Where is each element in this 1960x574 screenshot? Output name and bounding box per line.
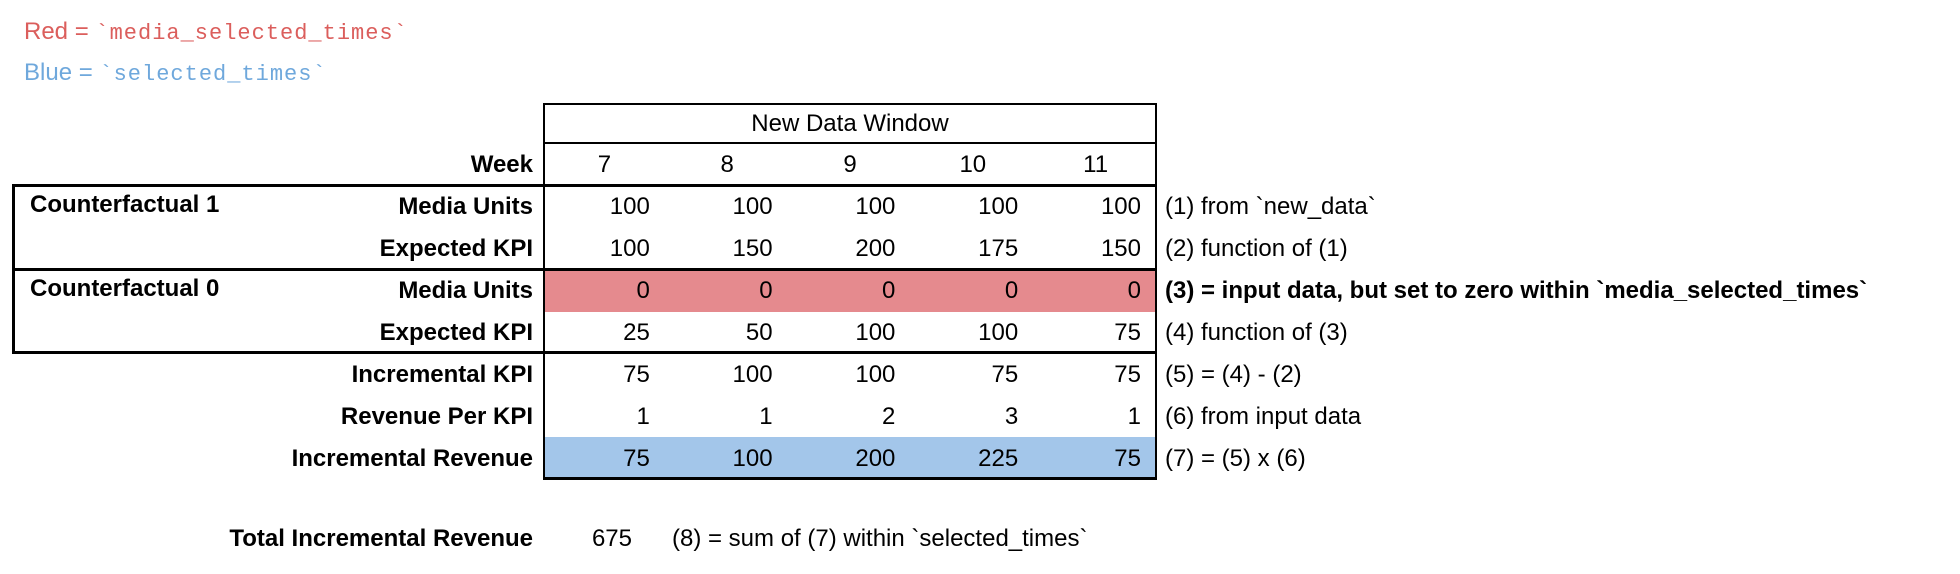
table-row-incremental-kpi: Incremental KPI 75 100 100 75 75 (5) = (… bbox=[0, 354, 1302, 396]
row-values: 1 1 2 3 1 bbox=[543, 396, 1157, 438]
table-row-revenue-per-kpi: Revenue Per KPI 1 1 2 3 1 (6) from input… bbox=[0, 396, 1361, 438]
row-values: 100 100 100 100 100 bbox=[543, 186, 1157, 228]
table-cell: 225 bbox=[978, 445, 1019, 472]
table-cell: 100 bbox=[855, 361, 896, 388]
table-row-expected-kpi-cf1: Expected KPI 100 150 200 175 150 (2) fun… bbox=[0, 228, 1348, 270]
row-values: 100 150 200 175 150 bbox=[543, 228, 1157, 270]
total-value: 675 bbox=[591, 525, 632, 552]
week-column-header: 10 bbox=[959, 151, 987, 178]
row-annotation: (4) function of (3) bbox=[1165, 319, 1348, 346]
counterfactual-boxes-left-border bbox=[12, 184, 15, 354]
legend-red-code: `media_selected_times` bbox=[95, 21, 408, 46]
table-cell: 150 bbox=[1100, 235, 1141, 262]
week-column-header: 7 bbox=[597, 151, 612, 178]
table-cell: 0 bbox=[1127, 277, 1141, 304]
table-cell: 75 bbox=[623, 445, 650, 472]
table-cell: 75 bbox=[1114, 361, 1141, 388]
table-cell: 100 bbox=[609, 193, 650, 220]
counterfactual1-box-top-border bbox=[12, 184, 1157, 187]
row-annotation: (5) = (4) - (2) bbox=[1165, 361, 1302, 388]
highlight-band-media-selected-times bbox=[545, 271, 1155, 312]
legend-blue-code: `selected_times` bbox=[99, 62, 327, 87]
table-cell: 100 bbox=[855, 193, 896, 220]
legend-red-label: Red bbox=[24, 18, 69, 45]
row-label: Expected KPI bbox=[379, 319, 533, 346]
table-cell: 100 bbox=[978, 193, 1019, 220]
table-cell: 100 bbox=[978, 319, 1019, 346]
table-cell: 1 bbox=[1127, 403, 1141, 430]
table-cell: 75 bbox=[991, 361, 1019, 388]
row-annotation: (1) from `new_data` bbox=[1165, 193, 1376, 220]
week-column-header: 8 bbox=[720, 151, 734, 178]
table-row-expected-kpi-cf0: Expected KPI 25 50 100 100 75 (4) functi… bbox=[0, 312, 1348, 354]
table-cell: 175 bbox=[978, 235, 1019, 262]
row-values: 75 100 200 225 75 bbox=[543, 438, 1157, 480]
total-annotation: (8) = sum of (7) within `selected_times` bbox=[672, 525, 1088, 552]
row-values: 25 50 100 100 75 bbox=[543, 312, 1157, 354]
counterfactual0-box-bottom-border bbox=[12, 351, 1157, 354]
table-cell: 1 bbox=[636, 403, 650, 430]
row-annotation: (6) from input data bbox=[1165, 403, 1362, 430]
table-cell: 75 bbox=[1114, 319, 1141, 346]
table-cell: 200 bbox=[855, 235, 896, 262]
row-label: Media Units bbox=[398, 193, 533, 220]
table-cell: 100 bbox=[732, 361, 773, 388]
table-cell: 100 bbox=[1100, 193, 1141, 220]
row-label: Revenue Per KPI bbox=[340, 403, 533, 430]
legend-blue-label: Blue bbox=[24, 59, 73, 86]
row-label: Incremental Revenue bbox=[291, 445, 533, 472]
week-header-row: Week 7 8 9 10 11 bbox=[0, 144, 1157, 186]
total-row: Total Incremental Revenue 675 (8) = sum … bbox=[0, 518, 1087, 560]
row-annotation: (2) function of (1) bbox=[1165, 235, 1348, 262]
table-cell: 0 bbox=[1004, 277, 1019, 304]
table-cell: 100 bbox=[732, 193, 773, 220]
legend-blue-line: Blue = `selected_times` bbox=[24, 53, 408, 94]
group-label-counterfactual-0: Counterfactual 0 bbox=[30, 275, 220, 302]
row-label: Media Units bbox=[398, 277, 533, 304]
table-cell: 100 bbox=[609, 235, 650, 262]
table-cell: 25 bbox=[623, 319, 650, 346]
group-label-counterfactual-1: Counterfactual 1 bbox=[30, 191, 220, 218]
table-row-media-units-cf0: Media Units 0 0 0 0 0 (3) = input data, … bbox=[0, 270, 1867, 312]
counterfactual0-box-top-border bbox=[12, 268, 1157, 271]
legend-red-line: Red = `media_selected_times` bbox=[24, 12, 408, 53]
table-cell: 2 bbox=[882, 403, 896, 430]
table-cell: 3 bbox=[1004, 403, 1019, 430]
table-cell: 0 bbox=[636, 277, 650, 304]
table-cell: 0 bbox=[882, 277, 896, 304]
legend: Red = `media_selected_times` Blue = `sel… bbox=[24, 12, 408, 94]
row-values: 75 100 100 75 75 bbox=[543, 354, 1157, 396]
row-values: 0 0 0 0 0 bbox=[543, 270, 1157, 312]
table-cell: 1 bbox=[759, 403, 773, 430]
table-row-media-units-cf1: Media Units 100 100 100 100 100 (1) from… bbox=[0, 186, 1376, 228]
table-border-right bbox=[1155, 144, 1157, 480]
total-label: Total Incremental Revenue bbox=[229, 525, 533, 552]
legend-blue-eq: = bbox=[72, 59, 100, 86]
week-row-label: Week bbox=[470, 151, 533, 178]
table-cell: 150 bbox=[732, 235, 773, 262]
week-column-header: 11 bbox=[1083, 151, 1109, 178]
table-border-left bbox=[543, 144, 545, 480]
table-cell: 50 bbox=[745, 319, 773, 346]
row-label: Incremental KPI bbox=[351, 361, 533, 388]
table-cell: 100 bbox=[855, 319, 896, 346]
table-row-incremental-revenue: Incremental Revenue 75 100 200 225 75 (7… bbox=[0, 438, 1306, 480]
week-strip: 7 8 9 10 11 bbox=[543, 144, 1157, 186]
table-cell: 0 bbox=[759, 277, 773, 304]
highlight-band-selected-times bbox=[545, 437, 1155, 477]
table-cell: 100 bbox=[732, 445, 773, 472]
table-cell: 200 bbox=[855, 445, 896, 472]
table-window-header: New Data Window bbox=[543, 103, 1157, 144]
table-cell: 75 bbox=[623, 361, 650, 388]
row-annotation: (3) = input data, but set to zero within… bbox=[1165, 277, 1868, 304]
table-cell: 75 bbox=[1114, 445, 1141, 472]
table-border-bottom bbox=[543, 477, 1157, 480]
row-label: Expected KPI bbox=[379, 235, 533, 262]
week-column-header: 9 bbox=[843, 151, 857, 178]
row-annotation: (7) = (5) x (6) bbox=[1165, 445, 1306, 472]
legend-red-eq: = bbox=[68, 18, 96, 45]
